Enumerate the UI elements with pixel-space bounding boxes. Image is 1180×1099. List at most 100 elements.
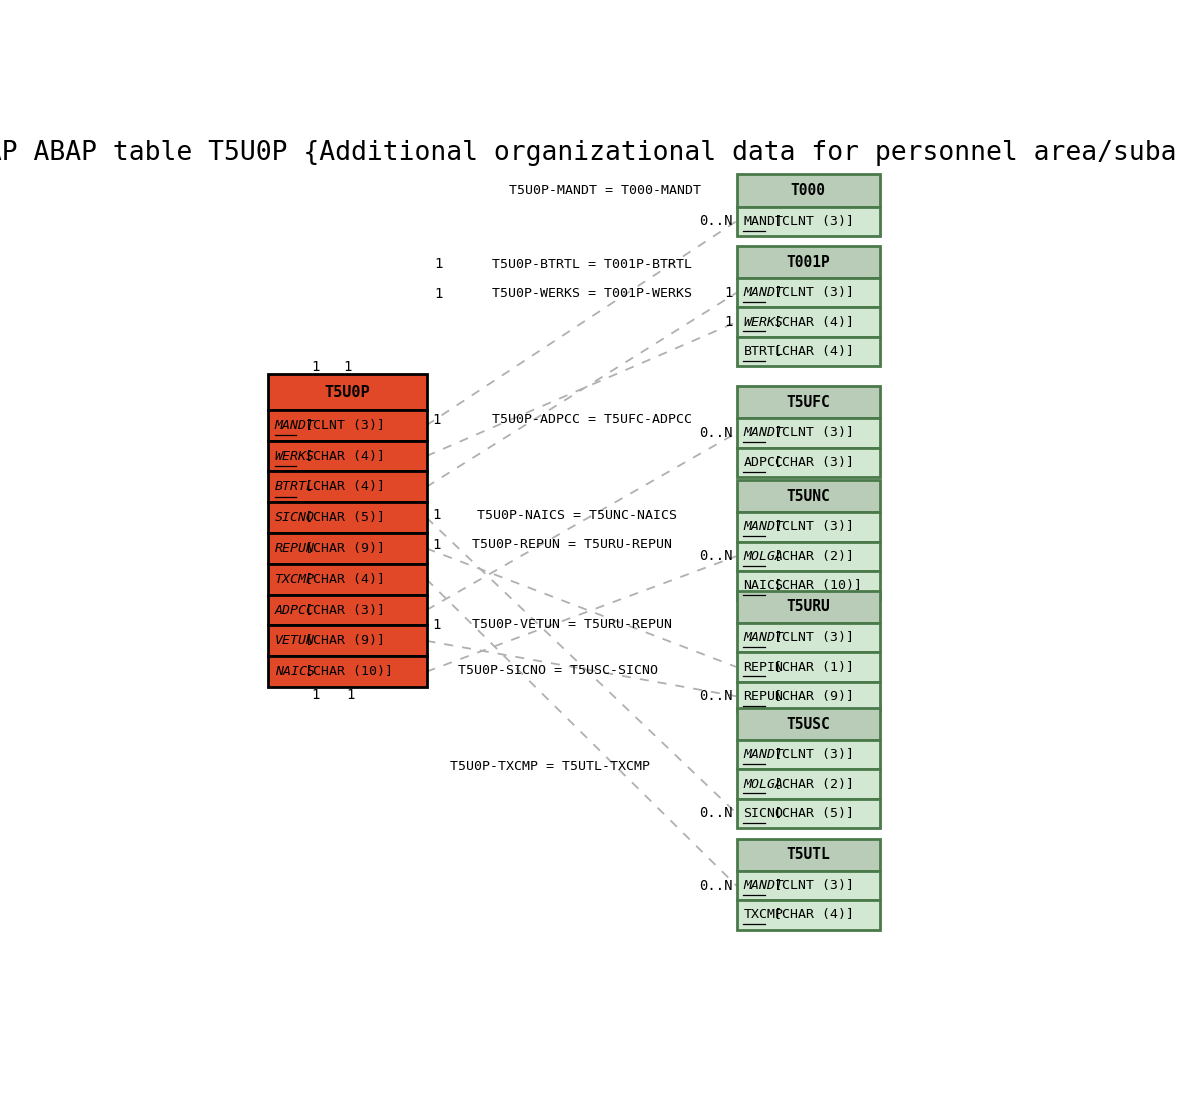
Bar xyxy=(268,625,426,656)
Text: T5UTL: T5UTL xyxy=(786,847,830,863)
Bar xyxy=(736,570,880,600)
Text: MOLGA: MOLGA xyxy=(743,778,784,790)
Bar xyxy=(736,480,880,512)
Text: MANDT: MANDT xyxy=(743,521,784,533)
Text: [CLNT (3)]: [CLNT (3)] xyxy=(296,419,385,432)
Bar xyxy=(736,278,880,308)
Text: [CHAR (1)]: [CHAR (1)] xyxy=(766,660,853,674)
Bar xyxy=(736,741,880,769)
Text: MOLGA: MOLGA xyxy=(743,550,784,563)
Bar xyxy=(736,769,880,799)
Bar xyxy=(268,375,426,410)
Text: 0..N: 0..N xyxy=(699,550,733,563)
Text: 0..N: 0..N xyxy=(699,426,733,440)
Text: [CHAR (9)]: [CHAR (9)] xyxy=(296,542,385,555)
Bar xyxy=(268,533,426,564)
Text: T5UFC: T5UFC xyxy=(786,395,830,410)
Bar xyxy=(736,175,880,207)
Bar xyxy=(736,872,880,900)
Text: REPIN: REPIN xyxy=(743,660,784,674)
Bar xyxy=(268,410,426,441)
Bar xyxy=(736,336,880,366)
Text: [CHAR (9)]: [CHAR (9)] xyxy=(766,690,853,702)
Text: [CHAR (4)]: [CHAR (4)] xyxy=(296,573,385,586)
Bar xyxy=(736,512,880,542)
Bar xyxy=(736,799,880,828)
Text: 0..N: 0..N xyxy=(699,879,733,892)
Text: T5U0P-TXCMP = T5UTL-TXCMP: T5U0P-TXCMP = T5UTL-TXCMP xyxy=(451,759,650,773)
Text: WERKS: WERKS xyxy=(275,449,315,463)
Text: 1: 1 xyxy=(343,359,352,374)
Text: T5U0P-NAICS = T5UNC-NAICS: T5U0P-NAICS = T5UNC-NAICS xyxy=(477,509,677,522)
Text: T5U0P-REPUN = T5URU-REPUN: T5U0P-REPUN = T5URU-REPUN xyxy=(472,539,673,551)
Bar xyxy=(736,839,880,872)
Text: [CLNT (3)]: [CLNT (3)] xyxy=(766,214,853,227)
Bar xyxy=(736,246,880,278)
Text: WERKS: WERKS xyxy=(743,315,784,329)
Bar xyxy=(268,471,426,502)
Text: 1: 1 xyxy=(725,286,733,300)
Text: [CHAR (3)]: [CHAR (3)] xyxy=(766,456,853,468)
Text: [CHAR (10)]: [CHAR (10)] xyxy=(766,579,861,592)
Text: BTRTL: BTRTL xyxy=(743,345,784,358)
Text: T5USC: T5USC xyxy=(786,717,830,732)
Text: T5U0P-BTRTL = T001P-BTRTL: T5U0P-BTRTL = T001P-BTRTL xyxy=(492,258,691,270)
Text: T001P: T001P xyxy=(786,255,830,269)
Bar xyxy=(736,708,880,741)
Text: [CHAR (9)]: [CHAR (9)] xyxy=(296,634,385,647)
Text: VETUN: VETUN xyxy=(275,634,315,647)
Text: MANDT: MANDT xyxy=(743,879,784,892)
Text: [CLNT (3)]: [CLNT (3)] xyxy=(766,287,853,299)
Text: 0..N: 0..N xyxy=(699,214,733,229)
Bar xyxy=(736,447,880,477)
Bar xyxy=(736,308,880,336)
Bar xyxy=(736,591,880,623)
Bar xyxy=(268,656,426,687)
Text: T5U0P-MANDT = T000-MANDT: T5U0P-MANDT = T000-MANDT xyxy=(509,184,701,197)
Text: [CHAR (4)]: [CHAR (4)] xyxy=(766,315,853,329)
Bar xyxy=(736,623,880,653)
Text: [CHAR (4)]: [CHAR (4)] xyxy=(766,909,853,921)
Text: T5U0P-ADPCC = T5UFC-ADPCC: T5U0P-ADPCC = T5UFC-ADPCC xyxy=(492,413,691,426)
Text: REPUN: REPUN xyxy=(275,542,315,555)
Text: SAP ABAP table T5U0P {Additional organizational data for personnel area/subarea}: SAP ABAP table T5U0P {Additional organiz… xyxy=(0,141,1180,166)
Text: 1: 1 xyxy=(346,688,354,702)
Text: T5U0P-WERKS = T001P-WERKS: T5U0P-WERKS = T001P-WERKS xyxy=(492,287,691,300)
Text: BTRTL: BTRTL xyxy=(275,480,315,493)
Text: [CHAR (5)]: [CHAR (5)] xyxy=(296,511,385,524)
Text: [CHAR (4)]: [CHAR (4)] xyxy=(296,449,385,463)
Text: [CHAR (2)]: [CHAR (2)] xyxy=(766,778,853,790)
Text: MANDT: MANDT xyxy=(743,748,784,762)
Text: 0..N: 0..N xyxy=(699,689,733,703)
Text: [CHAR (5)]: [CHAR (5)] xyxy=(766,807,853,820)
Text: 0..N: 0..N xyxy=(699,807,733,820)
Text: 1: 1 xyxy=(433,618,441,632)
Text: [CLNT (3)]: [CLNT (3)] xyxy=(766,521,853,533)
Text: T5URU: T5URU xyxy=(786,599,830,614)
Bar xyxy=(736,900,880,930)
Bar xyxy=(268,564,426,595)
Text: SICNO: SICNO xyxy=(743,807,784,820)
Text: T000: T000 xyxy=(791,182,826,198)
Text: 1: 1 xyxy=(433,509,441,522)
Text: T5U0P-VETUN = T5URU-REPUN: T5U0P-VETUN = T5URU-REPUN xyxy=(472,618,673,631)
Text: MANDT: MANDT xyxy=(743,287,784,299)
Bar xyxy=(736,542,880,570)
Text: REPUN: REPUN xyxy=(743,690,784,702)
Text: [CLNT (3)]: [CLNT (3)] xyxy=(766,631,853,644)
Bar xyxy=(736,419,880,447)
Text: 1: 1 xyxy=(434,257,442,271)
Text: T5U0P-SICNO = T5USC-SICNO: T5U0P-SICNO = T5USC-SICNO xyxy=(458,665,658,677)
Text: MANDT: MANDT xyxy=(743,631,784,644)
Bar xyxy=(268,595,426,625)
Text: 1: 1 xyxy=(725,315,733,329)
Text: NAICS: NAICS xyxy=(743,579,784,592)
Bar xyxy=(736,207,880,236)
Bar xyxy=(268,441,426,471)
Text: 1: 1 xyxy=(312,688,320,702)
Text: 1: 1 xyxy=(433,413,441,426)
Text: TXCMP: TXCMP xyxy=(275,573,315,586)
Text: [CHAR (2)]: [CHAR (2)] xyxy=(766,550,853,563)
Text: 1: 1 xyxy=(433,537,441,552)
Text: MANDT: MANDT xyxy=(743,426,784,440)
